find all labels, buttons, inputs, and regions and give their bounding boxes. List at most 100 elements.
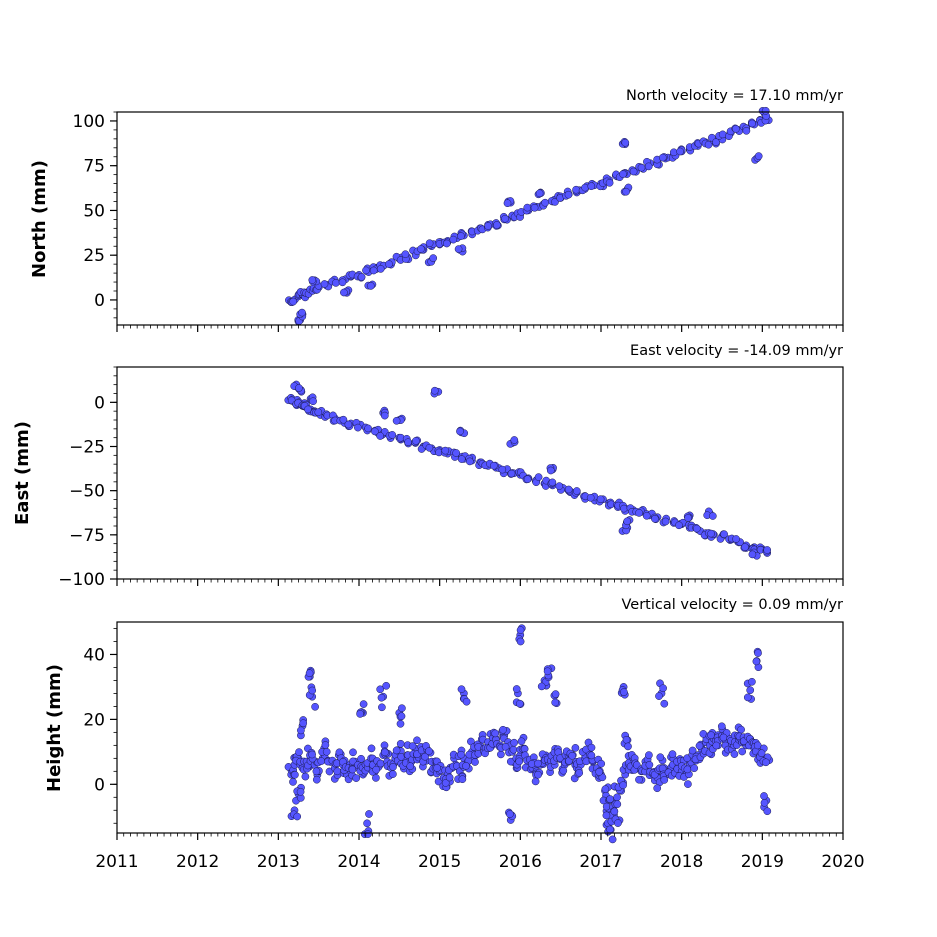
data-point	[392, 416, 401, 425]
data-point	[619, 170, 627, 178]
y-axis-label: Height (mm)	[44, 664, 65, 792]
data-point	[743, 693, 752, 702]
data-point	[534, 759, 542, 768]
data-point	[357, 754, 365, 763]
data-point	[457, 750, 465, 759]
data-point	[551, 198, 559, 206]
data-point	[534, 473, 543, 481]
data-point	[396, 739, 405, 748]
data-point	[308, 750, 316, 759]
y-tick-label: 0	[94, 393, 105, 413]
data-point	[308, 686, 317, 695]
data-point	[457, 685, 466, 694]
data-point	[376, 265, 385, 273]
data-point	[462, 762, 470, 770]
data-point	[692, 524, 701, 533]
data-point	[305, 669, 314, 678]
data-point	[635, 775, 643, 784]
data-point	[441, 779, 450, 787]
y-tick-label: 100	[73, 112, 105, 132]
data-point	[321, 741, 330, 749]
data-point	[537, 682, 546, 691]
data-point	[425, 747, 433, 755]
data-point	[684, 780, 692, 788]
data-point	[295, 748, 303, 756]
data-point	[757, 749, 766, 758]
axes: −100 −75 −50 −25 0	[58, 366, 844, 590]
data-point	[363, 819, 371, 828]
data-point	[380, 411, 389, 420]
data-point	[548, 478, 557, 487]
data-point	[669, 148, 678, 157]
data-point	[320, 280, 329, 288]
data-point	[503, 199, 512, 208]
data-point	[741, 543, 749, 551]
data-point	[622, 735, 631, 744]
data-point	[408, 742, 417, 750]
x-tick-label: 2018	[660, 852, 703, 872]
data-point	[551, 690, 560, 698]
data-point	[365, 810, 373, 818]
data-point	[295, 384, 303, 392]
data-point	[491, 729, 500, 738]
scatter-points	[284, 624, 774, 844]
data-point	[515, 757, 524, 766]
data-point	[376, 432, 385, 440]
data-point	[367, 744, 376, 753]
data-point	[761, 106, 770, 115]
data-point	[762, 758, 770, 767]
data-point	[748, 550, 757, 559]
data-point	[516, 637, 525, 646]
data-point	[376, 685, 385, 694]
data-point	[651, 514, 659, 523]
x-tick-label: 2015	[418, 852, 461, 872]
x-tick-label: 2019	[741, 852, 784, 872]
data-point	[340, 288, 348, 297]
data-point	[322, 747, 331, 756]
data-point	[471, 758, 479, 766]
data-point	[421, 752, 429, 761]
data-point	[564, 485, 573, 494]
data-point	[748, 677, 756, 686]
data-point	[501, 743, 510, 751]
panel-height: Vertical velocity = 0.09 mm/yr Height (m…	[44, 597, 865, 872]
data-point	[317, 757, 326, 765]
data-point	[392, 746, 401, 755]
y-axis-label: East (mm)	[12, 421, 33, 525]
data-point	[442, 239, 451, 248]
data-point	[433, 764, 441, 772]
data-point	[613, 800, 622, 809]
data-point	[458, 775, 467, 784]
panel-title: North velocity = 17.10 mm/yr	[626, 88, 843, 104]
panel-east: East velocity = -14.09 mm/yr East (mm) −…	[12, 343, 844, 590]
x-tick-label: 2017	[579, 852, 622, 872]
data-point	[572, 185, 580, 194]
data-point	[456, 427, 464, 436]
data-point	[498, 465, 507, 474]
data-point	[704, 140, 713, 149]
data-point	[619, 781, 627, 790]
data-point	[597, 759, 606, 768]
data-point	[676, 147, 684, 156]
data-point	[658, 153, 667, 162]
data-point	[299, 719, 308, 728]
data-point	[338, 278, 347, 287]
data-point	[381, 748, 389, 757]
data-point	[684, 514, 692, 522]
data-point	[543, 667, 552, 676]
data-point	[546, 466, 555, 475]
data-point	[332, 279, 340, 287]
data-point	[668, 750, 677, 758]
data-point	[289, 778, 297, 786]
data-point	[385, 260, 393, 268]
data-point	[372, 774, 380, 782]
y-axis-label: North (mm)	[29, 160, 50, 278]
data-point	[493, 221, 501, 229]
data-point	[398, 704, 406, 713]
data-point	[465, 457, 474, 466]
x-tick-label: 2014	[337, 852, 380, 872]
y-tick-label: −25	[69, 438, 105, 458]
data-point	[372, 765, 381, 774]
plot-frame	[116, 366, 844, 580]
data-point	[645, 751, 653, 759]
